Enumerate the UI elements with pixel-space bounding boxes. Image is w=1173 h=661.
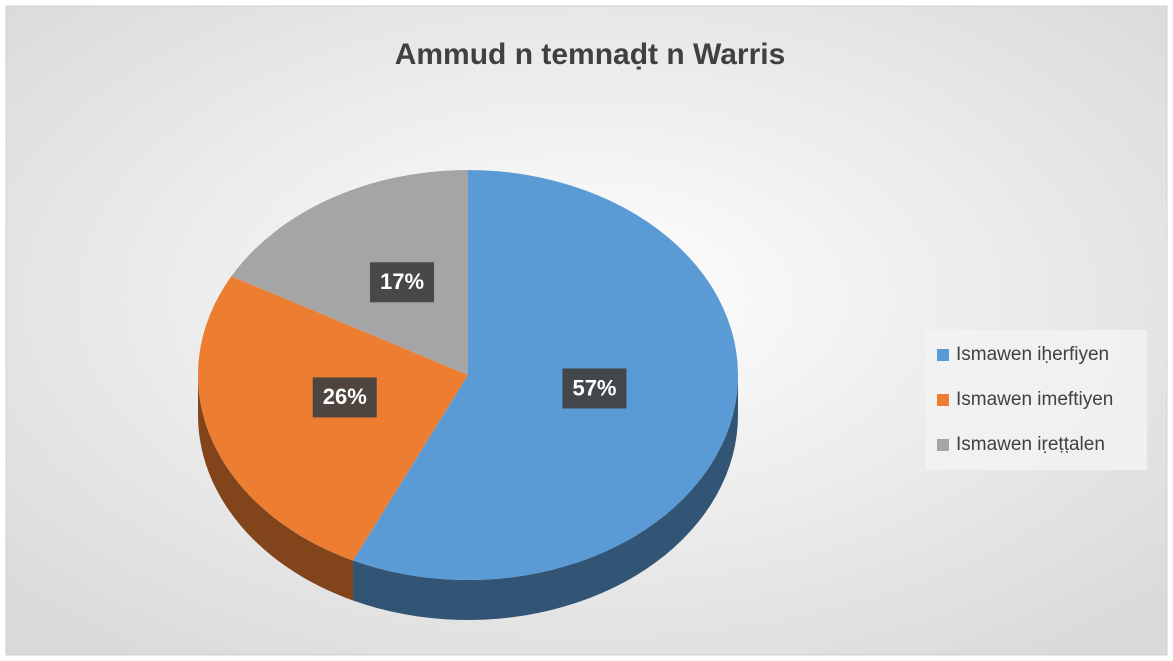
data-label-box bbox=[312, 377, 377, 418]
legend-swatch bbox=[937, 349, 949, 361]
data-label-box bbox=[562, 368, 627, 409]
legend-label: Ismawen iḥerfiyen bbox=[956, 344, 1109, 365]
data-label-box bbox=[370, 262, 435, 303]
slice bbox=[353, 170, 738, 580]
data-label: 57% bbox=[572, 375, 616, 400]
legend-background bbox=[925, 330, 1147, 470]
data-label: 17% bbox=[380, 269, 424, 294]
legend-label: Ismawen iṛeṭṭalen bbox=[956, 434, 1105, 455]
slice bbox=[197, 276, 468, 561]
slice bbox=[231, 170, 468, 375]
legend-swatch bbox=[937, 394, 949, 406]
slice-side bbox=[198, 375, 354, 601]
chart-title: Ammud n temnaḍt n Warris bbox=[395, 38, 786, 71]
legend-label: Ismawen imeftiyen bbox=[956, 389, 1113, 410]
legend-swatch bbox=[937, 439, 949, 451]
slice-side bbox=[353, 375, 738, 620]
data-label: 26% bbox=[323, 384, 367, 409]
